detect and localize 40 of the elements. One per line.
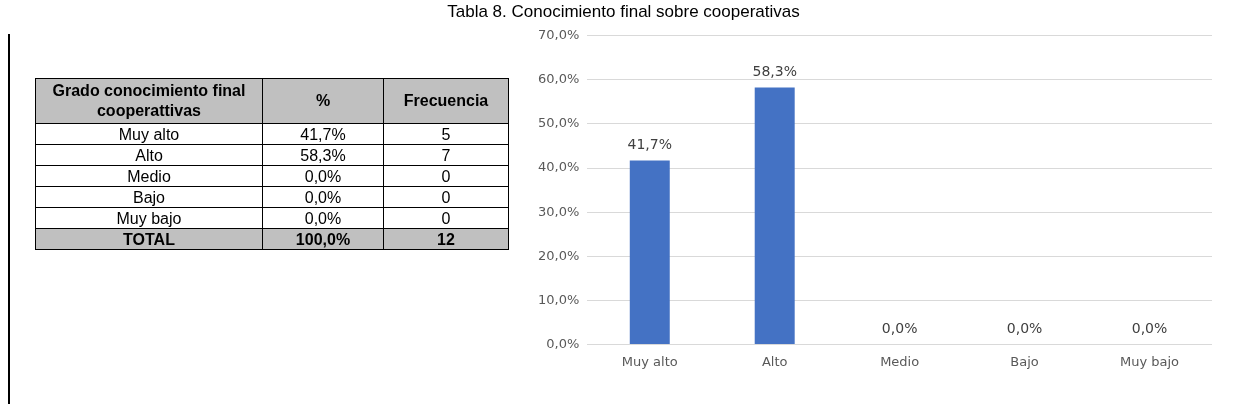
text: 0,0% [262,165,384,187]
y-tick-label: 40,0% [537,159,580,175]
text: 5 [383,123,509,145]
y-tick-label: 30,0% [537,203,580,219]
x-tick-label: Muy bajo [1119,353,1180,369]
text: Medio [35,165,263,187]
y-tick-label: 10,0% [537,291,580,307]
text: Frecuencia [383,78,509,124]
text: 100,0% [262,228,384,250]
text: 7 [383,144,509,166]
x-tick-label: Alto [761,353,788,369]
data-label: 0,0% [881,320,918,337]
chart-title: Tabla 8. Conocimiento final sobre cooperativas [446,2,801,22]
text: Grado conocimiento final cooperattivas [35,78,263,124]
data-label: 0,0% [1006,320,1043,337]
text: Muy bajo [35,207,263,229]
y-tick-label: 60,0% [537,71,580,87]
text: TOTAL [35,228,263,250]
text: 0,0% [262,186,384,208]
text: 0 [383,186,509,208]
text: Muy alto [35,123,263,145]
data-label: 0,0% [1131,320,1168,337]
text: 58,3% [262,144,384,166]
y-tick-label: 70,0% [537,27,580,43]
text: Alto [35,144,263,166]
y-tick-label: 50,0% [537,115,580,131]
data-label: 58,3% [752,63,797,80]
y-tick-label: 0,0% [546,335,580,351]
data-label: 41,7% [627,136,673,153]
x-tick-label: Medio [880,353,920,369]
x-tick-label: Muy alto [621,353,678,369]
text: Bajo [35,186,263,208]
y-tick-label: 20,0% [537,247,580,263]
text: 0,0% [262,207,384,229]
text: 12 [383,228,509,250]
text: 0 [383,207,509,229]
x-tick-label: Bajo [1010,353,1039,369]
text: % [262,78,384,124]
text: 0 [383,165,509,187]
text: 41,7% [262,123,384,145]
